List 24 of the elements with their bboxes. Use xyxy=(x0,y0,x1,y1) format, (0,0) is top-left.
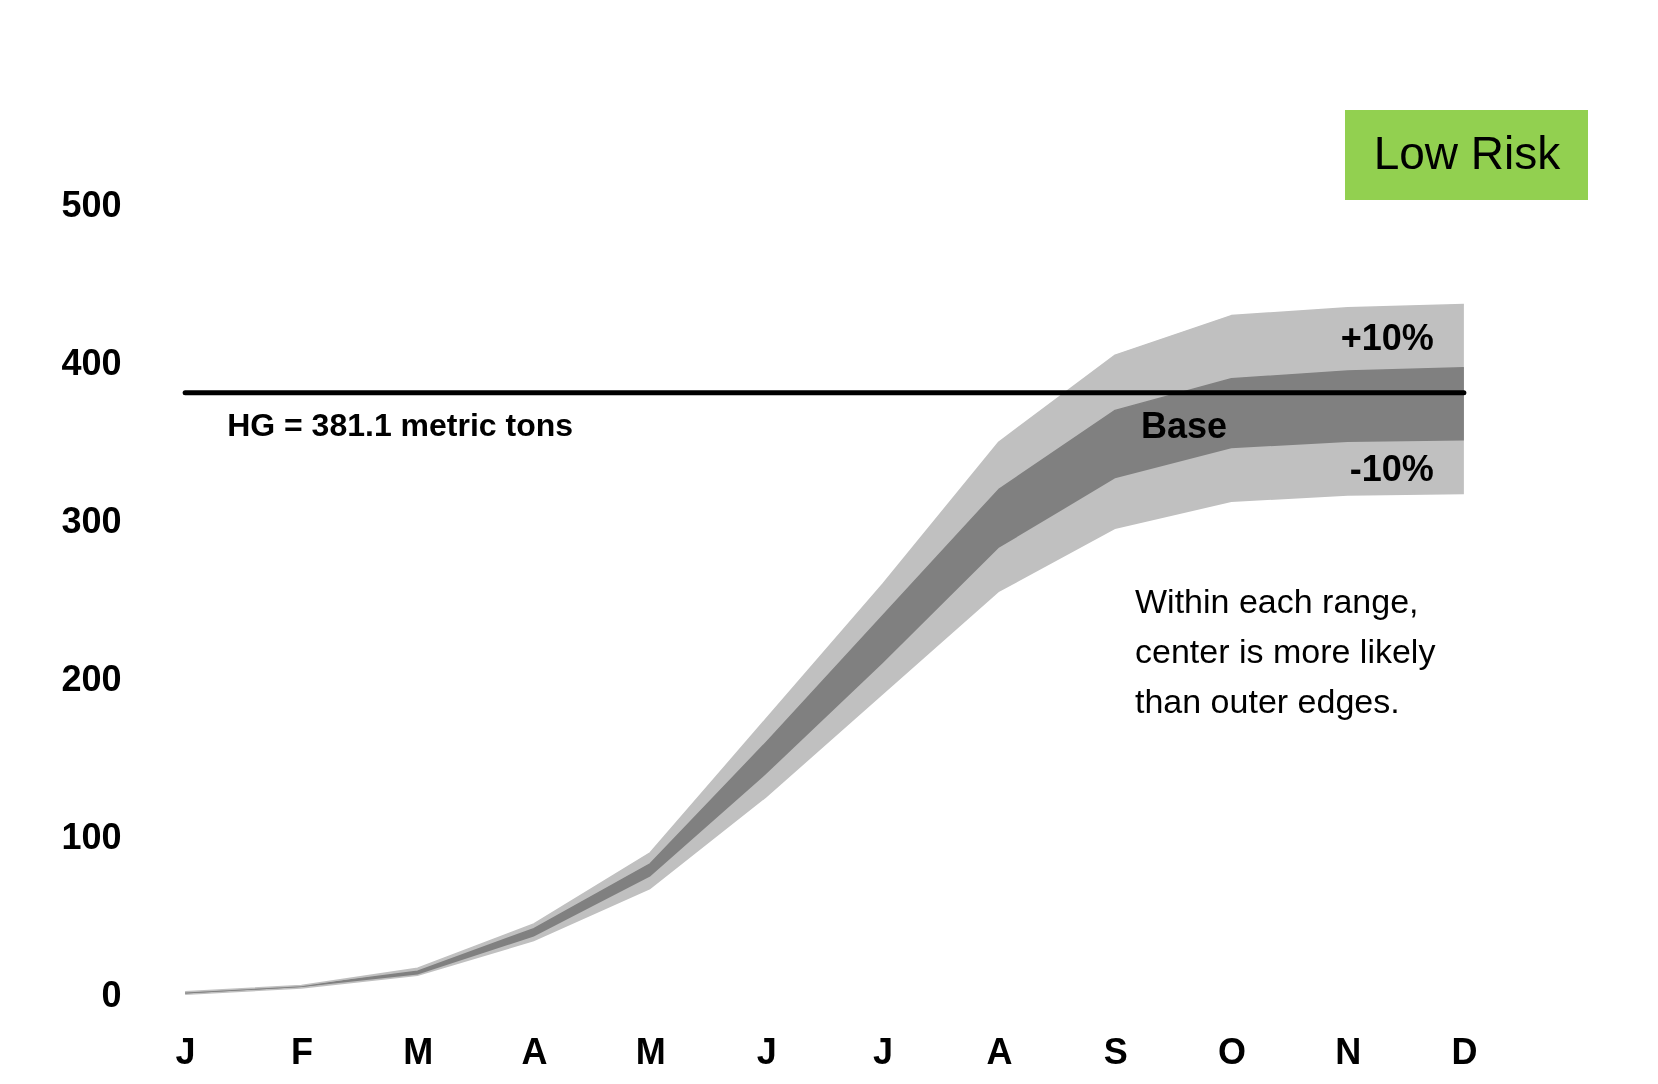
ref-line-label: HG = 381.1 metric tons xyxy=(227,406,574,443)
x-tick-label: J xyxy=(756,1030,777,1072)
x-tick-label: A xyxy=(986,1030,1013,1072)
x-tick-label: J xyxy=(873,1030,894,1072)
x-tick-label: S xyxy=(1103,1030,1128,1072)
x-tick-label: M xyxy=(403,1030,434,1072)
x-tick-label: M xyxy=(635,1030,666,1072)
x-tick-label: O xyxy=(1217,1030,1246,1072)
x-tick-label: D xyxy=(1451,1030,1478,1072)
annotation: -10% xyxy=(1349,448,1434,490)
annotation: Within each range, center is more likely than outer edges. xyxy=(1135,582,1436,720)
annotation: Base xyxy=(1140,405,1228,446)
y-tick-label: 200 xyxy=(61,657,122,699)
x-tick-label: F xyxy=(290,1030,313,1072)
x-tick-label: N xyxy=(1335,1030,1362,1072)
y-tick-label: 400 xyxy=(61,341,122,383)
annotation: +10% xyxy=(1340,317,1434,359)
y-tick-label: 500 xyxy=(61,183,122,225)
x-tick-label: J xyxy=(175,1030,196,1072)
text: Low Risk xyxy=(1373,127,1562,179)
y-tick-label: 100 xyxy=(61,815,122,857)
y-tick-label: 300 xyxy=(61,499,122,541)
x-tick-label: A xyxy=(521,1030,548,1072)
y-tick-label: 0 xyxy=(101,973,122,1015)
